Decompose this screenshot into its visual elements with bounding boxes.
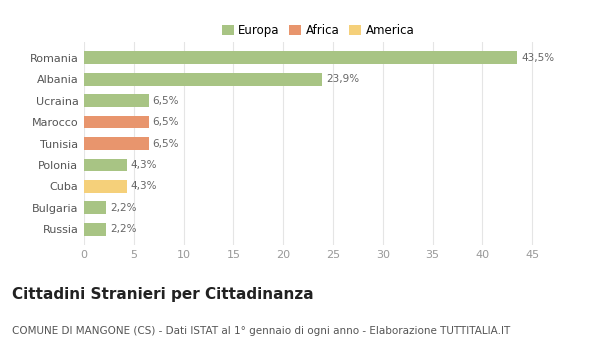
Text: 2,2%: 2,2% (110, 203, 136, 213)
Bar (84, 180, 127, 193)
Text: 43,5%: 43,5% (521, 52, 554, 63)
Text: 6,5%: 6,5% (153, 139, 179, 148)
Bar (84, 94, 149, 107)
Text: Cittadini Stranieri per Cittadinanza: Cittadini Stranieri per Cittadinanza (12, 287, 314, 302)
Bar (84, 202, 106, 214)
Text: 23,9%: 23,9% (326, 74, 359, 84)
Bar (84, 223, 106, 236)
Bar (84, 137, 149, 150)
Bar (84, 116, 149, 128)
Text: 2,2%: 2,2% (110, 224, 136, 234)
Bar (84, 51, 517, 64)
Legend: Europa, Africa, America: Europa, Africa, America (220, 21, 416, 39)
Text: 4,3%: 4,3% (131, 181, 157, 191)
Text: COMUNE DI MANGONE (CS) - Dati ISTAT al 1° gennaio di ogni anno - Elaborazione TU: COMUNE DI MANGONE (CS) - Dati ISTAT al 1… (12, 326, 510, 336)
Bar (84, 159, 127, 172)
Bar (84, 73, 322, 85)
Text: 4,3%: 4,3% (131, 160, 157, 170)
Text: 6,5%: 6,5% (153, 96, 179, 106)
Text: 6,5%: 6,5% (153, 117, 179, 127)
